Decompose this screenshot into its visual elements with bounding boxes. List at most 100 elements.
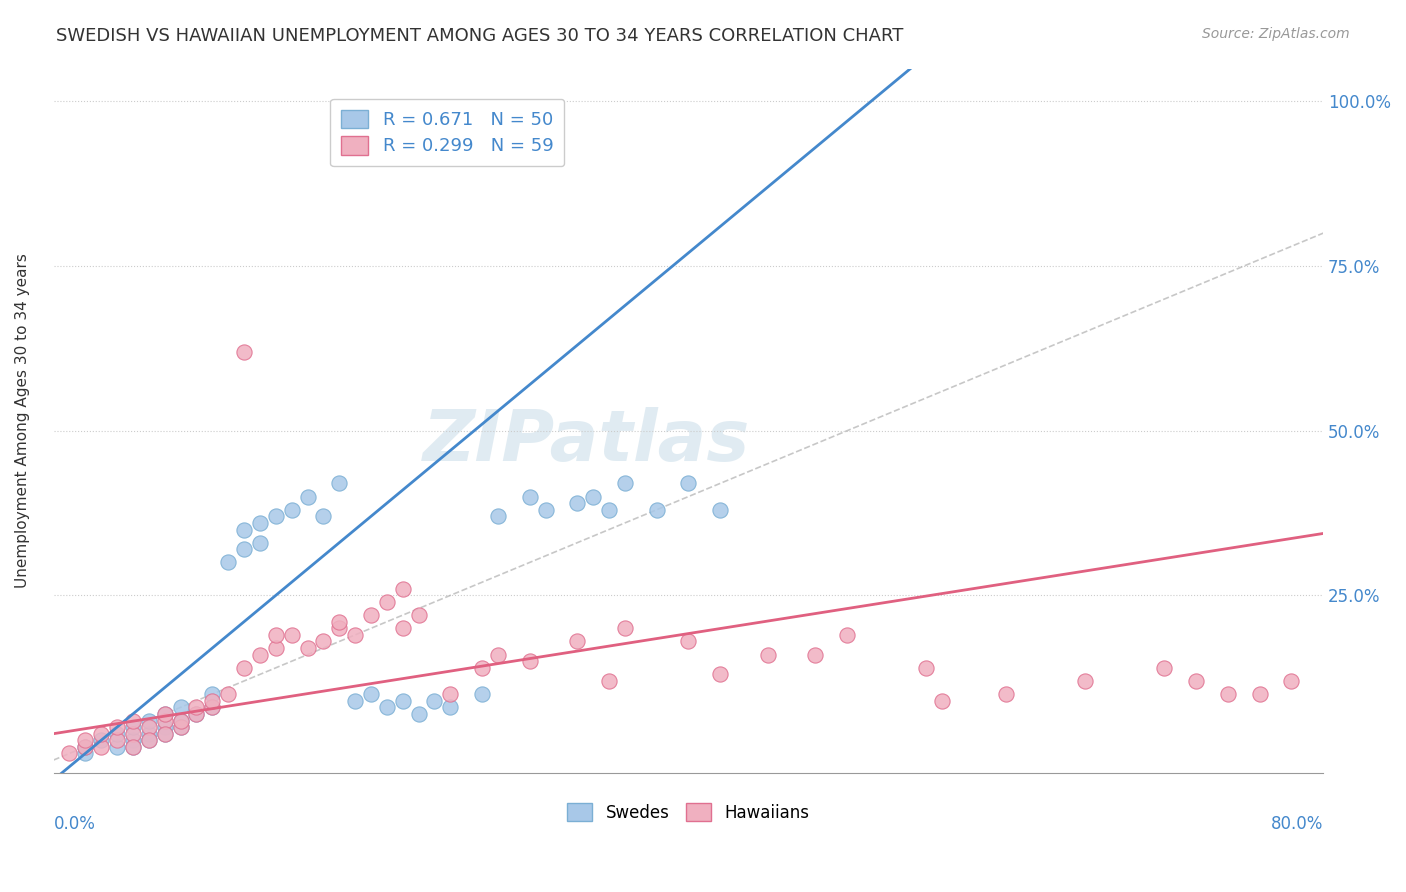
Point — [264, 509, 287, 524]
Point — [391, 694, 413, 708]
Point — [233, 523, 256, 537]
Point — [201, 687, 224, 701]
Point — [456, 120, 478, 135]
Point — [75, 733, 97, 747]
Point — [169, 714, 191, 728]
Point — [1249, 687, 1271, 701]
Point — [423, 694, 446, 708]
Point — [915, 661, 938, 675]
Point — [804, 648, 827, 662]
Point — [756, 648, 779, 662]
Point — [613, 621, 636, 635]
Point — [153, 727, 176, 741]
Text: ZIPatlas: ZIPatlas — [423, 408, 751, 476]
Point — [217, 556, 239, 570]
Point — [1185, 673, 1208, 688]
Point — [138, 720, 160, 734]
Text: 80.0%: 80.0% — [1271, 815, 1323, 833]
Point — [328, 615, 350, 629]
Point — [1074, 673, 1097, 688]
Point — [1216, 687, 1239, 701]
Point — [249, 648, 271, 662]
Point — [153, 720, 176, 734]
Point — [138, 727, 160, 741]
Point — [344, 694, 367, 708]
Point — [297, 490, 319, 504]
Point — [519, 654, 541, 668]
Point — [344, 628, 367, 642]
Point — [297, 641, 319, 656]
Point — [486, 509, 509, 524]
Point — [328, 621, 350, 635]
Point — [408, 706, 430, 721]
Point — [90, 733, 112, 747]
Point — [169, 720, 191, 734]
Point — [153, 706, 176, 721]
Point — [233, 344, 256, 359]
Point — [186, 706, 208, 721]
Point — [58, 747, 80, 761]
Point — [280, 502, 302, 516]
Point — [1153, 661, 1175, 675]
Point — [519, 490, 541, 504]
Point — [249, 516, 271, 530]
Point — [994, 687, 1017, 701]
Point — [471, 687, 494, 701]
Point — [360, 687, 382, 701]
Point — [201, 700, 224, 714]
Point — [835, 628, 858, 642]
Point — [138, 733, 160, 747]
Point — [312, 634, 335, 648]
Point — [375, 700, 398, 714]
Text: 0.0%: 0.0% — [53, 815, 96, 833]
Point — [186, 706, 208, 721]
Point — [645, 502, 668, 516]
Point — [105, 727, 128, 741]
Point — [75, 739, 97, 754]
Point — [75, 739, 97, 754]
Point — [1279, 673, 1302, 688]
Point — [312, 509, 335, 524]
Point — [138, 733, 160, 747]
Point — [105, 739, 128, 754]
Point — [471, 661, 494, 675]
Point — [567, 634, 589, 648]
Point — [391, 621, 413, 635]
Point — [280, 628, 302, 642]
Point — [105, 720, 128, 734]
Point — [90, 739, 112, 754]
Point — [105, 733, 128, 747]
Point — [153, 714, 176, 728]
Point — [931, 694, 953, 708]
Text: SWEDISH VS HAWAIIAN UNEMPLOYMENT AMONG AGES 30 TO 34 YEARS CORRELATION CHART: SWEDISH VS HAWAIIAN UNEMPLOYMENT AMONG A… — [56, 27, 904, 45]
Legend: Swedes, Hawaiians: Swedes, Hawaiians — [561, 797, 815, 829]
Point — [391, 582, 413, 596]
Y-axis label: Unemployment Among Ages 30 to 34 years: Unemployment Among Ages 30 to 34 years — [15, 253, 30, 589]
Point — [122, 739, 145, 754]
Point — [249, 535, 271, 549]
Point — [186, 700, 208, 714]
Point — [169, 720, 191, 734]
Point — [169, 714, 191, 728]
Point — [153, 706, 176, 721]
Point — [217, 687, 239, 701]
Point — [169, 700, 191, 714]
Point — [502, 134, 524, 148]
Point — [375, 595, 398, 609]
Point — [567, 496, 589, 510]
Point — [122, 727, 145, 741]
Point — [75, 747, 97, 761]
Point — [122, 720, 145, 734]
Point — [122, 739, 145, 754]
Text: Source: ZipAtlas.com: Source: ZipAtlas.com — [1202, 27, 1350, 41]
Point — [90, 727, 112, 741]
Point — [233, 661, 256, 675]
Point — [408, 608, 430, 623]
Point — [138, 714, 160, 728]
Point — [486, 648, 509, 662]
Point — [709, 667, 731, 681]
Point — [613, 476, 636, 491]
Point — [328, 476, 350, 491]
Point — [122, 714, 145, 728]
Point — [233, 542, 256, 557]
